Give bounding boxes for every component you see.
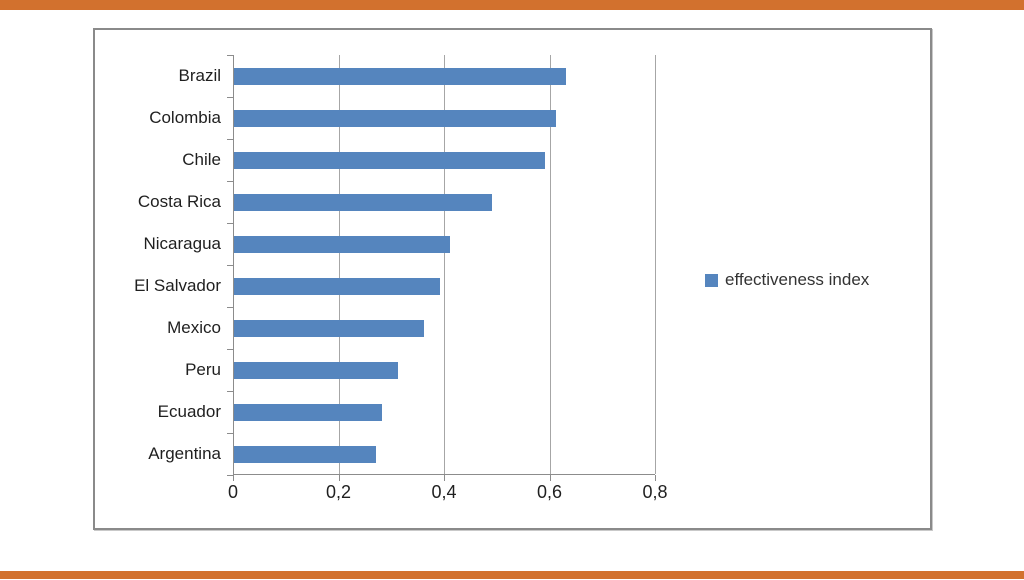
category-axis-labels: Brazil Colombia Chile Costa Rica Nicaragua El…	[95, 55, 221, 475]
axis-tick	[655, 475, 656, 481]
category-label: El Salvador	[134, 276, 221, 295]
gridline	[549, 55, 551, 474]
axis-tick	[444, 475, 445, 481]
bar-colombia	[234, 110, 556, 127]
axis-tick	[227, 307, 234, 308]
legend-label: effectiveness index	[725, 270, 870, 289]
bar-nicaragua	[234, 236, 450, 253]
category-label: Costa Rica	[137, 192, 221, 211]
axis-tick	[227, 55, 234, 56]
axis-tick	[227, 265, 234, 266]
bar-ecuador	[234, 404, 382, 421]
axis-tick	[227, 223, 234, 224]
bar-brazil	[234, 68, 566, 85]
bar-mexico	[234, 320, 424, 337]
legend-swatch-icon	[705, 273, 718, 287]
page-bottom-border	[0, 571, 1024, 579]
plot-area	[227, 55, 656, 481]
axis-tick	[233, 475, 234, 481]
category-label: Colombia	[149, 108, 221, 127]
axis-tick	[227, 181, 234, 182]
axis-tick	[549, 475, 551, 481]
value-tick-label: 0,6	[536, 482, 563, 502]
bar-peru	[234, 362, 398, 379]
legend: effectiveness index	[705, 270, 869, 290]
bar-chile	[234, 152, 545, 169]
category-label: Mexico	[167, 318, 221, 337]
value-tick-label: 0,8	[642, 482, 668, 502]
category-label: Chile	[182, 150, 221, 169]
axis-tick	[227, 139, 234, 140]
value-tick-label: 0,2	[325, 482, 352, 502]
chart-frame: Brazil Colombia Chile Costa Rica Nicaragua El…	[93, 28, 932, 530]
bar-el-salvador	[234, 278, 440, 295]
axis-tick	[227, 433, 234, 434]
category-label: Argentina	[148, 444, 221, 463]
value-tick-label: 0	[227, 482, 238, 502]
page-top-border	[0, 0, 1024, 10]
value-axis-labels: 0 0,2 0,4 0,6 0,8	[228, 482, 668, 510]
category-label: Ecuador	[157, 402, 221, 421]
axis-tick	[227, 97, 234, 98]
value-tick-label: 0,4	[431, 482, 457, 502]
axis-tick	[227, 349, 234, 350]
category-label: Peru	[185, 360, 221, 379]
bar-argentina	[234, 446, 376, 463]
gridline	[338, 55, 340, 474]
axis-tick	[227, 475, 234, 476]
gridline	[444, 55, 445, 474]
gridline	[655, 55, 656, 474]
bar-costa-rica	[234, 194, 492, 211]
axis-tick	[227, 391, 234, 392]
category-label: Nicaragua	[143, 234, 222, 253]
category-label: Brazil	[178, 66, 221, 85]
axis-tick	[338, 475, 340, 481]
